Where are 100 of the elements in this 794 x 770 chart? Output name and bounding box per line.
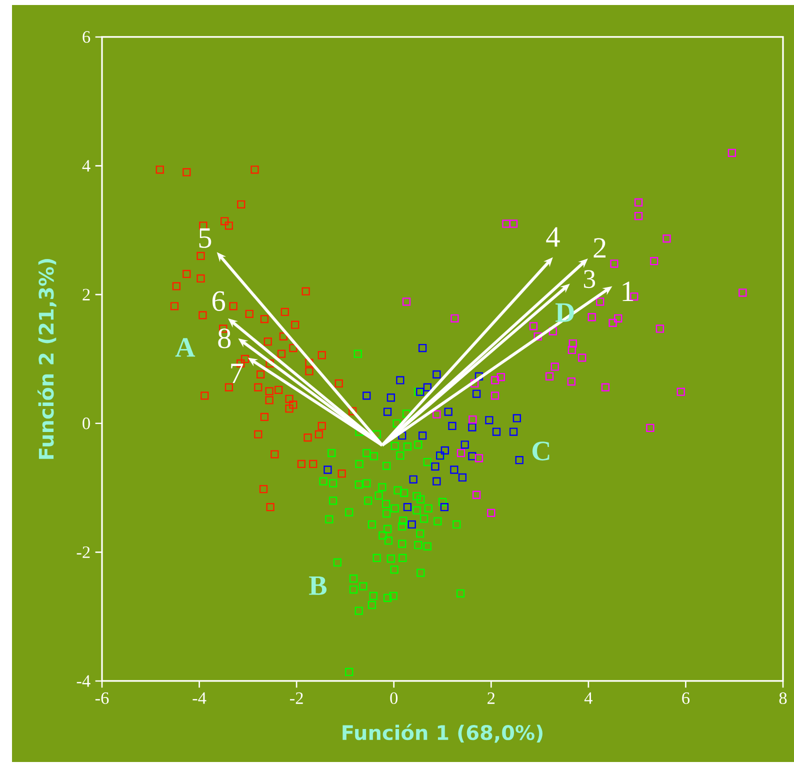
point	[386, 394, 396, 402]
point	[470, 379, 479, 388]
point	[270, 450, 279, 458]
point	[240, 354, 250, 364]
annotation: 4	[546, 227, 560, 247]
point	[444, 408, 452, 416]
point	[254, 430, 262, 438]
point	[274, 386, 283, 394]
point	[458, 473, 467, 482]
point	[662, 234, 671, 243]
annotation: 2	[594, 238, 606, 258]
point	[545, 372, 554, 380]
point	[472, 490, 481, 499]
point	[348, 407, 357, 416]
point	[468, 452, 476, 460]
point	[338, 470, 346, 478]
annotation: 1	[622, 282, 634, 302]
point	[280, 308, 289, 316]
point	[318, 422, 326, 430]
point	[490, 376, 500, 384]
point	[728, 148, 736, 157]
x-tick-label: -4	[192, 692, 206, 704]
point	[656, 324, 664, 333]
point	[224, 383, 234, 392]
point	[601, 383, 610, 392]
y-tick-label: 6	[82, 31, 90, 43]
x-axis-title: Función 1 (68,0%)	[342, 724, 542, 743]
point	[548, 327, 557, 336]
point	[309, 460, 318, 468]
point	[304, 433, 312, 442]
point	[265, 387, 274, 396]
point	[172, 282, 180, 290]
point	[509, 220, 518, 228]
point	[324, 466, 332, 474]
point	[182, 270, 191, 278]
point	[432, 477, 441, 486]
point	[448, 422, 456, 430]
point	[305, 358, 314, 367]
x-tick-label: -6	[95, 692, 109, 704]
x-tick-label: 6	[682, 692, 690, 704]
point	[196, 274, 205, 283]
point	[279, 332, 288, 341]
point	[229, 302, 238, 310]
point	[588, 313, 596, 322]
point	[460, 440, 469, 449]
point	[450, 314, 459, 322]
point	[738, 288, 747, 297]
annotation: 8	[218, 328, 231, 348]
point	[610, 260, 618, 268]
x-tick-label: 4	[584, 692, 592, 704]
point	[285, 394, 294, 403]
annotation: 6	[212, 291, 226, 312]
x-tick-label: -2	[290, 692, 303, 704]
point	[568, 339, 577, 348]
point	[468, 423, 476, 432]
point	[490, 392, 500, 400]
point	[472, 390, 481, 398]
annotation: B	[309, 576, 327, 595]
point	[567, 377, 576, 386]
point	[423, 383, 432, 392]
x-tick-label: 8	[779, 692, 787, 704]
point	[634, 212, 643, 220]
point	[237, 200, 246, 208]
annotation: 3	[584, 270, 596, 288]
point	[291, 320, 300, 329]
point	[487, 508, 496, 517]
point	[260, 412, 269, 422]
point	[396, 376, 404, 384]
point	[432, 410, 441, 418]
point	[403, 503, 412, 512]
point	[196, 252, 205, 260]
point	[432, 370, 441, 379]
point	[418, 432, 427, 440]
y-tick-label: -2	[76, 546, 90, 558]
point	[402, 298, 411, 306]
point	[383, 408, 392, 416]
point	[266, 503, 274, 512]
point	[198, 311, 207, 320]
point	[529, 322, 538, 330]
point	[265, 396, 274, 404]
point	[496, 372, 505, 382]
point	[334, 379, 343, 388]
y-tick-label: 2	[82, 288, 90, 300]
point	[182, 168, 191, 176]
point	[608, 318, 617, 327]
point	[440, 446, 449, 454]
point	[289, 344, 298, 352]
annotation: 7	[231, 364, 244, 384]
point	[431, 462, 440, 471]
point	[450, 466, 458, 474]
point	[302, 287, 310, 296]
x-tick-label: 2	[488, 692, 495, 704]
point	[418, 344, 427, 352]
point	[170, 302, 179, 310]
point	[492, 428, 501, 436]
y-tick-label: 0	[82, 418, 90, 430]
point	[250, 166, 259, 174]
point	[260, 314, 269, 324]
point	[285, 404, 294, 413]
point	[509, 428, 518, 436]
